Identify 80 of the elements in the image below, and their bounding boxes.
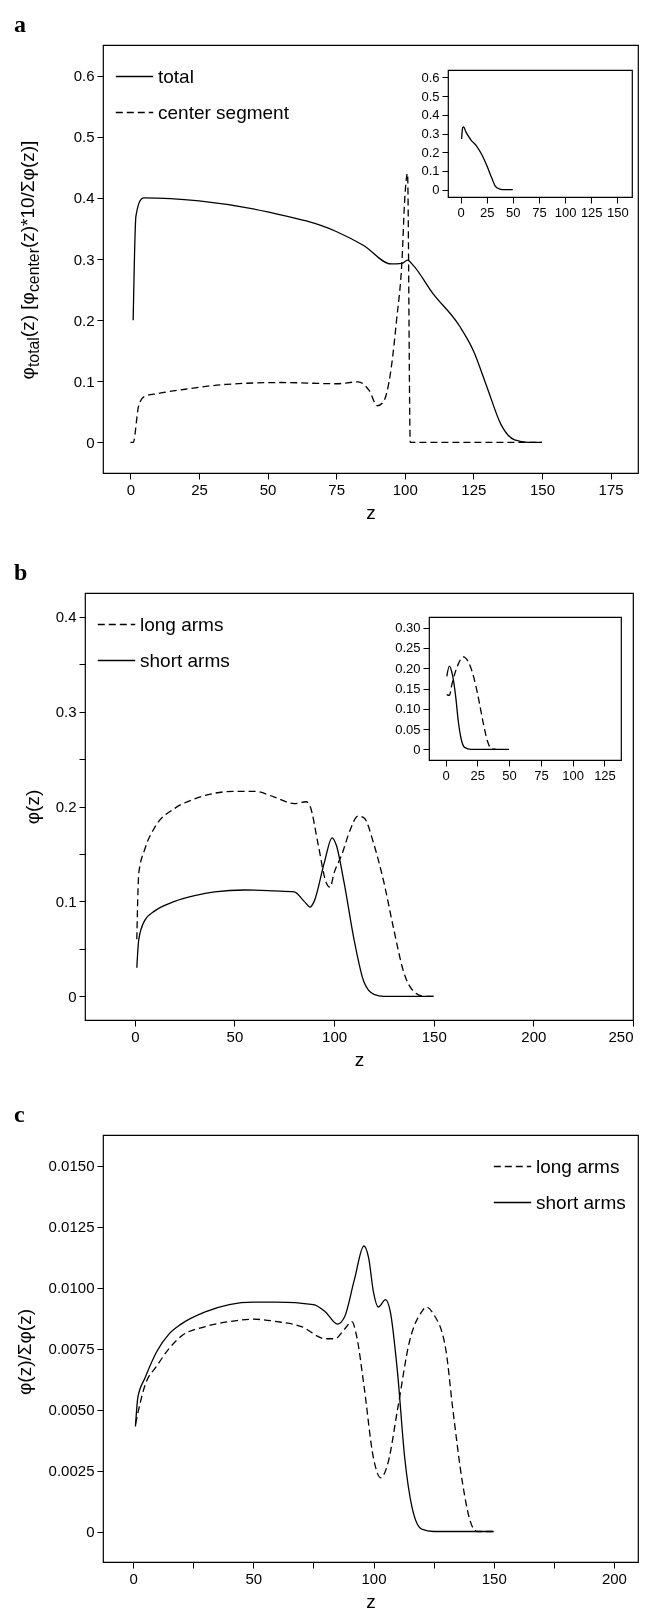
line-series [460,126,514,191]
x-tick-label: 150 [481,1569,507,1587]
x-tick-label: 200 [601,1569,627,1587]
x-axis-title: z [366,501,376,523]
y-tick-label: 0.1 [55,892,77,910]
x-tick-label: 0 [442,767,450,783]
chart-title: b [14,559,28,586]
x-tick-label: 175 [598,480,624,498]
x-tick-label: 125 [594,767,616,783]
x-tick-label: 125 [461,480,487,498]
y-tick-label: 0.05 [395,721,421,737]
y-tick-label: 0.3 [55,703,77,721]
x-axis-title: z [366,1590,376,1610]
x-tick-label: 150 [421,1027,447,1045]
y-tick-label: 0.4 [55,608,77,626]
x-tick-label: 0 [457,204,465,220]
y-tick-label: 0.0075 [48,1340,95,1357]
y-tick-label: 0.6 [73,67,95,85]
y-tick-label: 0.2 [55,798,77,815]
legend-label: long arms [140,613,224,635]
y-tick-label: 0.20 [395,660,421,676]
y-tick-label: 0.2 [421,144,440,160]
y-tick-label: 0.5 [73,128,95,146]
x-tick-label: 100 [392,480,418,498]
y-tick-label: 0.1 [421,163,440,179]
legend-label: short arms [536,1191,626,1213]
x-tick-label: 150 [607,204,629,220]
y-tick-label: 0.0150 [48,1157,95,1174]
y-tick-label: 0.25 [395,640,421,656]
y-tick-label: 0 [86,1523,95,1540]
x-tick-label: 50 [259,480,277,498]
x-tick-label: 50 [506,204,521,220]
y-tick-label: 0.3 [421,126,440,141]
y-tick-label: 0.5 [421,88,440,104]
x-axis-title: z [354,1048,365,1070]
y-tick-label: 0.2 [73,311,95,329]
x-tick-label: 150 [529,480,555,498]
legend-label: long arms [536,1155,620,1177]
y-tick-label: 0.4 [421,107,440,123]
y-tick-label: 0 [86,433,95,451]
y-tick-label: 0.6 [421,69,440,85]
y-tick-label: 0 [413,741,421,757]
legend-label: short arms [140,649,230,671]
x-tick-label: 25 [470,767,486,783]
y-tick-label: 0.0025 [48,1462,95,1479]
x-tick-label: 125 [580,204,603,220]
x-tick-label: 50 [245,1569,263,1587]
legend-label: total [158,65,194,87]
y-tick-label: 0.10 [395,701,421,717]
x-tick-label: 0 [129,1569,138,1587]
y-tick-label: 0.0050 [48,1401,95,1418]
y-axis-title: φ(z) [22,789,44,825]
x-tick-label: 100 [322,1027,348,1045]
chart-title: c [14,1101,25,1128]
x-tick-label: 75 [328,480,346,498]
x-tick-label: 75 [534,767,549,783]
x-tick-label: 25 [191,480,208,498]
x-tick-label: 250 [608,1027,634,1045]
y-tick-label: 0.15 [395,681,421,696]
x-tick-label: 50 [502,767,517,783]
x-tick-label: 200 [521,1027,547,1045]
x-tick-label: 50 [226,1027,244,1045]
x-tick-label: 100 [361,1569,387,1587]
y-tick-label: 0 [432,182,440,198]
x-tick-label: 100 [554,204,577,220]
x-tick-label: 75 [532,204,547,220]
x-tick-label: 25 [479,204,495,220]
y-tick-label: 0.30 [395,620,421,636]
y-tick-label: 0.0125 [48,1218,95,1235]
y-tick-label: 0 [68,987,77,1005]
y-axis-title: φ(z)/Σφ(z) [14,1309,36,1395]
x-tick-label: 0 [126,480,136,498]
y-tick-label: 0.1 [73,372,95,390]
chart-title: a [14,11,26,38]
legend-label: center segment [158,101,290,123]
y-tick-label: 0.3 [73,250,95,268]
x-tick-label: 100 [562,767,585,783]
y-tick-label: 0.0100 [48,1279,95,1296]
x-tick-label: 0 [131,1027,140,1045]
y-tick-label: 0.4 [73,189,95,207]
